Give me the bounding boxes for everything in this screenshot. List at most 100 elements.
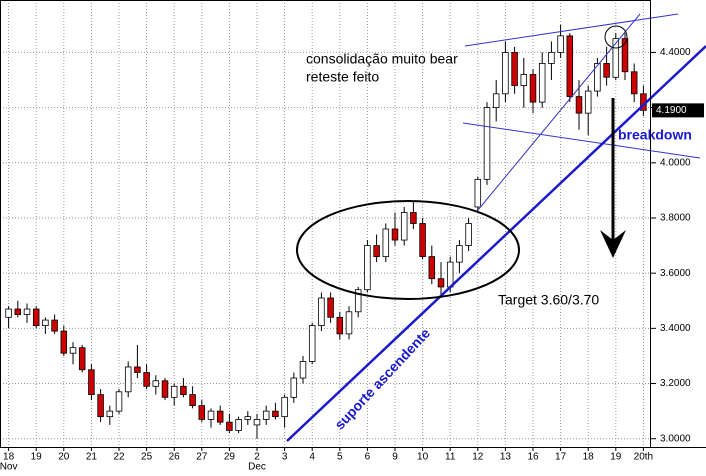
x-tick-label: 12 (472, 452, 484, 463)
x-tick-label: 29 (224, 452, 236, 463)
y-tick-label: 4.0000 (660, 157, 691, 168)
candle-body (345, 311, 353, 335)
x-tick-label: 3 (282, 452, 288, 463)
retest-circle (604, 25, 628, 49)
candle-body (170, 385, 178, 398)
candle-body (594, 63, 601, 92)
candle-body (603, 63, 610, 78)
candle-body (400, 212, 408, 241)
candle-body (382, 228, 390, 258)
y-tick-label: 3.8000 (660, 213, 691, 224)
candle-body (281, 396, 288, 418)
candle-body (483, 107, 491, 180)
x-tick-label: 9 (392, 452, 398, 463)
candle-body (630, 71, 638, 95)
month-label: Dec (248, 462, 266, 471)
candle-body (143, 372, 150, 387)
x-tick-label: 13 (500, 452, 512, 463)
candle-body (336, 316, 344, 335)
last-price-label: 4.1900 (656, 105, 687, 116)
candle-body (106, 410, 114, 418)
candle-body (216, 410, 224, 423)
x-tick-label: 20th (634, 452, 653, 463)
x-tick-label: 5 (337, 452, 343, 463)
x-tick-label: 19 (610, 452, 622, 463)
x-tick-label: 21 (86, 452, 98, 463)
candle-body (299, 361, 307, 379)
x-tick-label: 10 (417, 452, 429, 463)
y-tick-label: 3.0000 (660, 433, 691, 444)
candle-body (226, 421, 233, 431)
candle-body (51, 319, 58, 332)
candle-body (621, 38, 629, 73)
candle-body (32, 308, 40, 326)
candle-body (235, 419, 242, 431)
candle-body (290, 377, 298, 398)
x-tick-label: 26 (169, 452, 181, 463)
x-tick-label: 4 (309, 452, 315, 463)
candle-body (253, 419, 261, 426)
candle-body (115, 391, 123, 412)
y-tick-label: 4.4000 (660, 47, 691, 58)
candle-body (42, 319, 49, 326)
annotation: Target 3.60/3.70 (498, 292, 599, 308)
y-tick-label: 3.2000 (660, 378, 691, 389)
candle-body (354, 289, 362, 313)
drawings (286, 13, 706, 442)
month-label: Nov (0, 462, 17, 471)
last-price-box (652, 103, 704, 118)
candle-body (198, 405, 206, 420)
x-tick-label: 17 (555, 452, 567, 463)
candle-body (23, 308, 31, 315)
candle-body (327, 297, 334, 318)
candle-body (410, 212, 417, 224)
candle-body (566, 35, 574, 97)
consolidation-ellipse (296, 200, 520, 300)
y-tick-label: 3.6000 (660, 268, 691, 279)
candle-body (520, 74, 528, 86)
candle-body (69, 347, 77, 354)
x-tick-label: 11 (445, 452, 456, 463)
candle-body (557, 35, 564, 53)
candle-body (189, 394, 196, 407)
x-tick-label: 20 (58, 452, 70, 463)
candle-body (5, 308, 12, 318)
upper-channel-line (464, 13, 679, 47)
candle-body (180, 385, 187, 395)
support-line (286, 45, 706, 442)
candle-body (318, 297, 325, 326)
candle-body (529, 74, 537, 103)
candle-body (437, 278, 445, 288)
candle-body (474, 178, 482, 208)
candle-body (161, 380, 169, 398)
candle-body (97, 394, 104, 418)
candle-body (465, 223, 472, 246)
candle-body (456, 245, 463, 263)
x-tick-label: 18 (583, 452, 595, 463)
x-tick-label: 6 (365, 452, 371, 463)
lower-channel-line (462, 122, 701, 159)
candle-body (272, 410, 279, 418)
candle-body (60, 330, 68, 354)
x-tick-label: 16 (527, 452, 539, 463)
annotation: consolidação muito bear (306, 51, 458, 67)
candle-body (373, 245, 380, 258)
x-tick-label: 25 (141, 452, 153, 463)
candle-body (262, 410, 270, 420)
candle-body (244, 416, 252, 420)
candle-body (419, 223, 426, 258)
rising-line (477, 13, 641, 211)
arrow-head (600, 230, 626, 258)
y-tick-label: 3.4000 (660, 323, 691, 334)
candle-body (308, 325, 316, 362)
candles (5, 24, 647, 439)
x-tick-label: 18 (3, 452, 15, 463)
candle-body (88, 369, 95, 395)
candle-body (428, 256, 436, 280)
candle-body (502, 52, 509, 95)
candle-body (548, 52, 555, 64)
candle-body (538, 63, 546, 103)
candle-body (391, 228, 399, 241)
